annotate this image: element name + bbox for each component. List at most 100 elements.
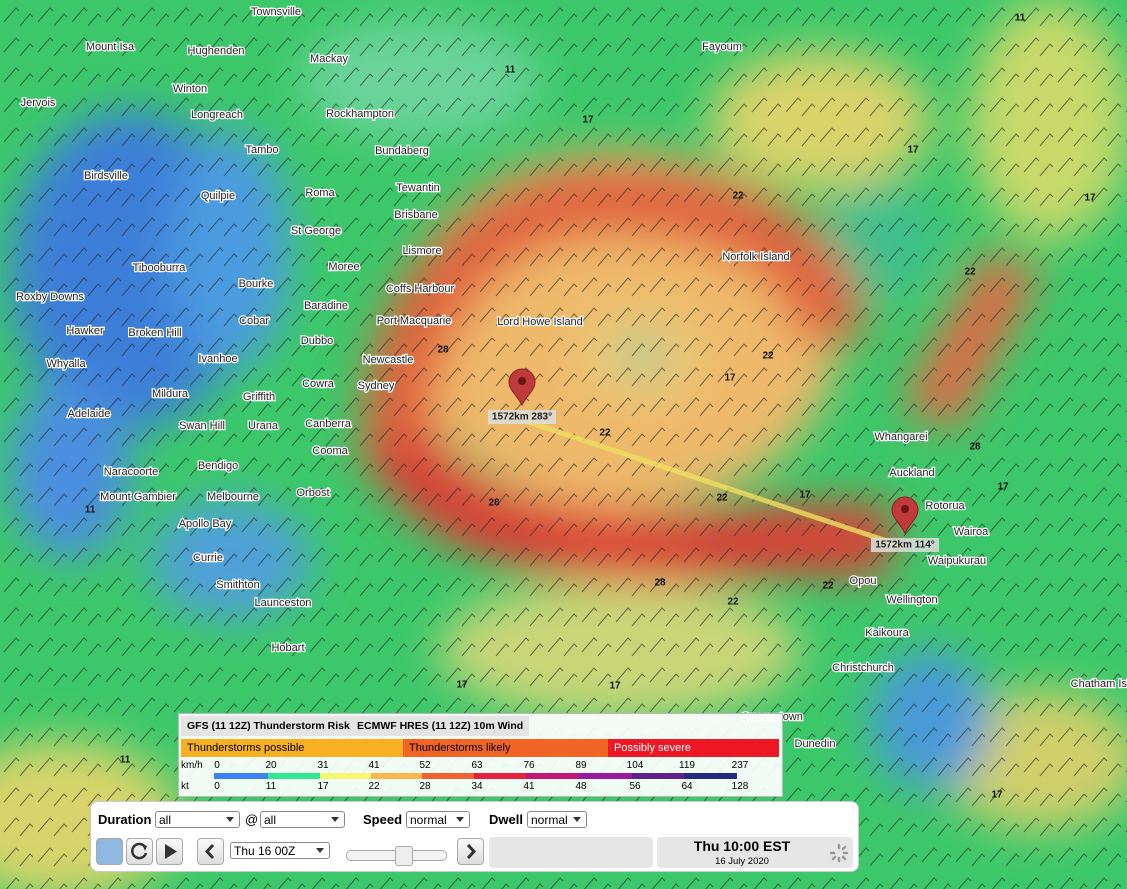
contour-label: 17 (907, 145, 919, 156)
unit-label: km/h (181, 760, 203, 771)
place-label: Lord Howe Island (497, 316, 583, 328)
run-select[interactable]: Thu 16 00Z (230, 842, 330, 859)
contour-label: 17 (582, 115, 594, 126)
play-button[interactable] (156, 838, 183, 865)
pin-dot (518, 377, 526, 385)
place-label: Jervois (21, 97, 56, 109)
place-label: Chatham Isl (1071, 678, 1127, 690)
kmh-tick: 104 (626, 760, 644, 771)
color-swatch (268, 773, 320, 779)
place-label: Rotorua (925, 500, 965, 512)
contour-label: 22 (732, 191, 744, 202)
time-slider[interactable] (346, 846, 447, 866)
color-swatch (526, 773, 578, 779)
valid-date: 16 July 2020 (715, 856, 769, 867)
next-button[interactable] (457, 838, 484, 865)
place-label: Brisbane (394, 209, 437, 221)
map-pin (891, 496, 919, 535)
contour-label: 28 (488, 498, 500, 509)
place-label: Waipukurau (928, 555, 986, 567)
place-label: Bundaberg (375, 145, 429, 157)
pin-dot (901, 505, 909, 513)
place-label: Dubbo (301, 335, 333, 347)
legend-tab[interactable]: ECMWF HRES (11 12Z) 10m Wind (351, 716, 530, 736)
duration-select[interactable]: all (155, 811, 240, 828)
contour-label: 22 (716, 493, 728, 504)
place-label: Sydney (358, 380, 395, 392)
label: @ (245, 812, 259, 827)
kmh-tick: 76 (523, 760, 535, 771)
contour-label: 28 (969, 442, 981, 453)
place-label: St George (291, 225, 341, 237)
place-label: Adelaide (68, 408, 111, 420)
prev-button[interactable] (197, 838, 224, 865)
place-label: Townsville (251, 6, 301, 18)
place-label: Naracoorte (104, 466, 158, 478)
color-swatch (214, 773, 268, 779)
film-button[interactable] (96, 838, 123, 865)
legend: GFS (11 12Z) Thunderstorm Risk ECMWF HRE… (178, 713, 783, 797)
place-label: Cobar (239, 315, 269, 327)
kt-tick: 128 (731, 781, 749, 792)
marker-label: 1572km 283° (492, 412, 552, 423)
place-label: Tewantin (396, 182, 439, 194)
valid-time: Thu 10:00 EST (693, 838, 791, 854)
contour-label: 22 (762, 351, 774, 362)
spinner (829, 843, 849, 863)
color-swatch (371, 773, 422, 779)
place-label: Quilpie (201, 190, 235, 202)
contour-label: 11 (120, 755, 131, 766)
place-label: Mackay (310, 53, 348, 65)
place-label: Broken Hill (128, 327, 181, 339)
kmh-tick: 52 (419, 760, 431, 771)
place-label: Bourke (239, 278, 274, 290)
kmh-tick: 41 (368, 760, 380, 771)
label: Dwell (489, 812, 523, 827)
place-label: Moree (328, 261, 359, 273)
reload-button[interactable] (126, 838, 153, 865)
label: Speed (363, 812, 403, 827)
place-label: Baradine (304, 300, 348, 312)
contour-label: 22 (599, 428, 611, 439)
contour-label: 17 (456, 680, 468, 691)
place-label: Whangarei (874, 431, 927, 443)
legend-tab[interactable]: GFS (11 12Z) Thunderstorm Risk (181, 716, 356, 736)
contour-label: 11 (85, 505, 96, 516)
contour-label: 17 (991, 790, 1003, 801)
contour-label: 17 (1084, 193, 1096, 204)
dwell-select[interactable]: normal (527, 811, 587, 828)
unit-label: kt (181, 781, 189, 792)
color-swatch (684, 773, 737, 779)
at-select[interactable]: all (260, 811, 345, 828)
contour-label: 17 (997, 482, 1009, 493)
place-label: Currie (193, 552, 223, 564)
kmh-tick: 89 (575, 760, 587, 771)
kt-tick: 64 (681, 781, 693, 792)
place-label: Wellington (886, 594, 937, 606)
kt-tick: 56 (629, 781, 641, 792)
thunder-band: Thunderstorms possible (181, 739, 403, 757)
place-label: Apollo Bay (179, 518, 232, 530)
place-label: Dunedin (795, 738, 836, 750)
contour-label: 22 (822, 581, 834, 592)
place-label: Hawker (66, 325, 104, 337)
place-label: Mildura (152, 388, 189, 400)
kt-tick: 0 (214, 781, 220, 792)
place-label: Tambo (245, 144, 278, 156)
kt-tick: 28 (419, 781, 431, 792)
contour-label: 11 (505, 65, 516, 76)
kt-tick: 34 (471, 781, 483, 792)
color-swatch (578, 773, 632, 779)
place-label: Birdsville (84, 170, 128, 182)
place-label: Hobart (271, 642, 304, 654)
place-label: Bendigo (198, 460, 238, 472)
place-label: Mount Isa (86, 41, 135, 53)
speed-select[interactable]: normal (406, 811, 470, 828)
place-label: Mount Gambier (100, 491, 176, 503)
contour-label: 11 (1015, 13, 1026, 24)
kt-tick: 17 (317, 781, 329, 792)
place-label: Kaikoura (865, 627, 909, 639)
place-label: Launceston (255, 597, 312, 609)
place-label: Orbost (296, 487, 329, 499)
marker-label-bg (871, 538, 939, 552)
